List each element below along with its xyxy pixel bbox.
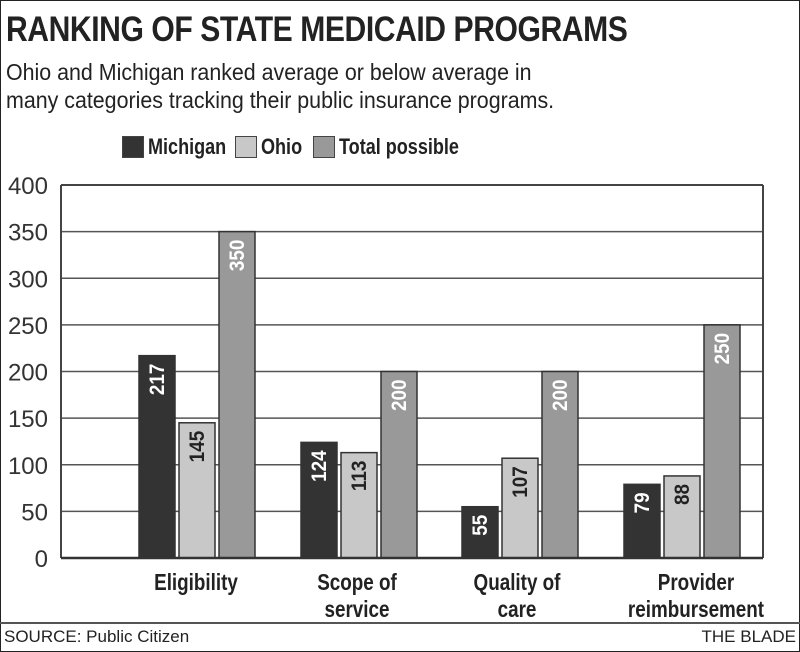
legend: Michigan Ohio Total possible [122, 134, 492, 160]
legend-swatch-ohio [235, 136, 258, 158]
source-note: SOURCE: Public Citizen [4, 627, 190, 646]
legend-item-total-possible: Total possible [313, 134, 485, 160]
y-tick-label: 200 [8, 360, 48, 387]
subtitle-line-2: many categories tracking their public in… [6, 87, 555, 113]
y-tick-label: 50 [21, 499, 48, 526]
footer-divider [0, 622, 800, 624]
bar-michigan-0 [138, 354, 176, 559]
legend-item-ohio: Ohio [235, 134, 311, 160]
y-tick-label: 0 [35, 546, 48, 573]
data-label: 79 [631, 492, 654, 513]
chart-subtitle: Ohio and Michigan ranked average or belo… [6, 58, 554, 114]
data-label: 217 [146, 364, 169, 396]
data-label: 124 [308, 450, 331, 482]
legend-swatch-michigan [122, 136, 144, 158]
y-tick-label: 350 [8, 220, 48, 247]
legend-label-total-possible: Total possible [339, 134, 460, 159]
legend-label-michigan: Michigan [148, 134, 227, 159]
data-label: 350 [226, 240, 249, 272]
bar-total-possible-2 [541, 370, 579, 559]
bar-michigan-3 [623, 483, 661, 559]
data-label: 200 [549, 380, 572, 412]
bar-total-possible-1 [380, 370, 418, 559]
bar-ohio-3 [663, 475, 701, 559]
x-category-label: service [325, 597, 390, 622]
bar-chart: 0 50 100 150 200 250 300 350 400 217 124 55 79 145 113… [8, 173, 764, 622]
bar-total-possible-0 [218, 230, 256, 559]
y-tick-label: 150 [8, 406, 48, 433]
legend-swatch-total-possible [313, 136, 336, 158]
bar-ohio-1 [340, 451, 378, 559]
data-label: 55 [469, 515, 492, 536]
x-category-label: Provider [658, 570, 734, 595]
subtitle-line-1: Ohio and Michigan ranked average or belo… [6, 59, 532, 85]
chart-title: RANKING OF STATE MEDICAID PROGRAMS [6, 10, 628, 49]
y-tick-label: 300 [8, 266, 48, 293]
x-category-label: reimbursement [628, 597, 764, 622]
legend-label-ohio: Ohio [261, 134, 303, 159]
y-tick-label: 100 [8, 453, 48, 480]
x-category-label: Quality of [474, 570, 562, 595]
data-label: 250 [711, 333, 734, 365]
legend-item-michigan: Michigan [122, 134, 243, 160]
data-label: 145 [186, 431, 209, 463]
x-category-label: Eligibility [154, 570, 238, 595]
data-label: 88 [671, 484, 694, 505]
data-label: 200 [388, 380, 411, 412]
data-label: 113 [348, 461, 371, 491]
bar-ohio-2 [501, 457, 539, 559]
data-label: 107 [509, 466, 532, 498]
x-category-label: Scope of [317, 570, 397, 595]
bar-ohio-0 [178, 422, 216, 559]
bar-total-possible-3 [703, 324, 741, 559]
publisher-credit: THE BLADE [701, 627, 796, 646]
y-tick-label: 250 [8, 313, 48, 340]
bar-michigan-1 [300, 441, 338, 559]
y-tick-label: 400 [8, 173, 48, 200]
x-category-label: care [498, 597, 537, 622]
